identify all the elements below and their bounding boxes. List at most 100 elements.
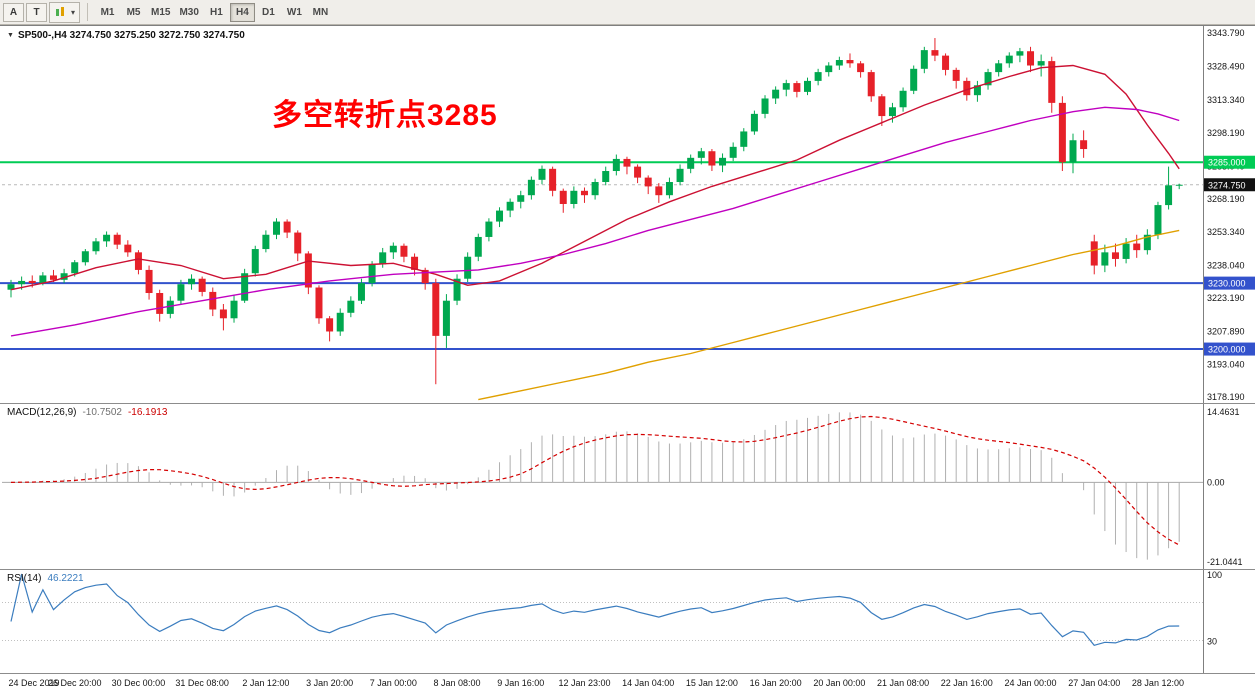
price-axis-label: 3343.790	[1207, 28, 1245, 38]
candle-body	[835, 60, 843, 66]
price-badge-label: 3285.000	[1208, 158, 1246, 168]
candle-body	[846, 60, 854, 64]
candle-body	[485, 221, 493, 237]
candle-body	[623, 158, 631, 167]
candle-body	[888, 107, 896, 117]
candle-body	[1133, 243, 1141, 251]
macd-signal-value: -16.1913	[127, 407, 168, 418]
rsi-value: 46.2221	[47, 573, 84, 584]
candle-body	[464, 256, 472, 279]
timeframe-button-H4[interactable]: H4	[229, 2, 255, 22]
candle-body	[687, 157, 695, 169]
candle-body	[92, 241, 100, 252]
candle-body	[580, 190, 588, 196]
price-badge-label: 3274.750	[1208, 180, 1246, 190]
timeframe-button-M1[interactable]: M1	[95, 3, 120, 22]
candle-body	[113, 234, 121, 245]
candle-body	[697, 151, 705, 158]
price-badge	[1204, 178, 1255, 192]
toolbar-button-arrow[interactable]: A	[3, 2, 24, 22]
ma-line-medium	[10, 106, 1180, 337]
candle-body	[368, 264, 376, 284]
symbol-ohlc-text: SP500-,H4 3274.750 3275.250 3272.750 327…	[17, 30, 245, 41]
price-axis-label: 3328.490	[1207, 62, 1245, 72]
candle-body	[878, 96, 886, 117]
price-badge	[1204, 155, 1255, 169]
macd-signal-line	[10, 415, 1180, 546]
ma-line-slow	[478, 229, 1180, 401]
candle-body	[1154, 205, 1162, 235]
price-axis-label: 3298.190	[1207, 128, 1245, 138]
candle-body	[60, 273, 68, 280]
candle-body	[942, 55, 950, 70]
candle-body	[995, 63, 1003, 73]
candle-body	[103, 234, 111, 242]
candle-body	[357, 283, 365, 301]
timeframe-button-W1[interactable]: W1	[282, 3, 307, 22]
candle-body	[1122, 243, 1130, 259]
candle-body	[177, 284, 185, 301]
time-axis-label: 30 Dec 00:00	[112, 678, 166, 688]
time-axis-label: 12 Jan 23:00	[558, 678, 610, 688]
candle-body	[411, 256, 419, 270]
candle-body	[814, 72, 822, 81]
candle-body	[81, 251, 89, 263]
timeframe-button-M5[interactable]: M5	[121, 3, 146, 22]
candle-body	[644, 177, 652, 187]
candle-body	[379, 252, 387, 265]
time-axis-label: 3 Jan 20:00	[306, 678, 353, 688]
candle-body	[782, 83, 790, 90]
candle-body	[750, 113, 758, 132]
time-axis-label: 2 Jan 12:00	[242, 678, 289, 688]
chart-tool-icon	[56, 7, 64, 16]
candle-body	[1175, 184, 1183, 186]
candle-body	[655, 186, 663, 196]
candle-body	[899, 90, 907, 108]
rsi-name: RSI(14)	[7, 573, 42, 584]
timeframe-button-D1[interactable]: D1	[256, 3, 281, 22]
price-badge	[1204, 276, 1255, 290]
price-badge	[1204, 342, 1255, 356]
time-axis-label: 31 Dec 08:00	[175, 678, 229, 688]
macd-main-value: -10.7502	[82, 407, 122, 418]
candle-body	[496, 210, 504, 222]
candle-body	[273, 221, 280, 235]
time-axis-label: 27 Jan 04:00	[1068, 678, 1120, 688]
toolbar-button-text[interactable]: T	[26, 2, 47, 22]
toolbar-separator	[87, 3, 89, 21]
price-axis-label: 3223.190	[1207, 293, 1245, 303]
candle-body	[729, 146, 737, 158]
candle-body	[124, 244, 132, 253]
candle-body	[71, 262, 79, 274]
candle-body	[1069, 140, 1077, 163]
candle-body	[442, 300, 450, 336]
candle-body	[825, 65, 833, 73]
time-axis-label: 14 Jan 04:00	[622, 678, 674, 688]
macd-axis-label: -21.0441	[1207, 557, 1243, 567]
timeframe-button-MN[interactable]: MN	[308, 3, 333, 22]
candle-body	[973, 85, 981, 96]
candle-body	[219, 309, 227, 319]
timeframe-button-H1[interactable]: H1	[204, 3, 229, 22]
candle-body	[453, 278, 461, 301]
chart-tool-dropdown[interactable]: ▾	[49, 1, 81, 23]
rsi-axis-label: 30	[1207, 637, 1217, 647]
time-axis-label: 8 Jan 08:00	[434, 678, 481, 688]
time-axis-label: 16 Jan 20:00	[750, 678, 802, 688]
candle-body	[49, 275, 57, 280]
candle-body	[1037, 61, 1045, 66]
candle-body	[708, 151, 716, 166]
annotation-text[interactable]: 多空转折点3285	[272, 99, 498, 132]
candle-body	[506, 201, 514, 211]
candle-body	[230, 300, 238, 319]
timeframe-button-M15[interactable]: M15	[147, 3, 174, 22]
candle-body	[166, 300, 174, 314]
candle-body	[549, 168, 557, 191]
candle-body	[952, 69, 960, 81]
candle-body	[304, 253, 312, 288]
timeframe-button-M30[interactable]: M30	[175, 3, 202, 22]
candle-body	[984, 72, 992, 86]
candle-body	[326, 318, 334, 332]
